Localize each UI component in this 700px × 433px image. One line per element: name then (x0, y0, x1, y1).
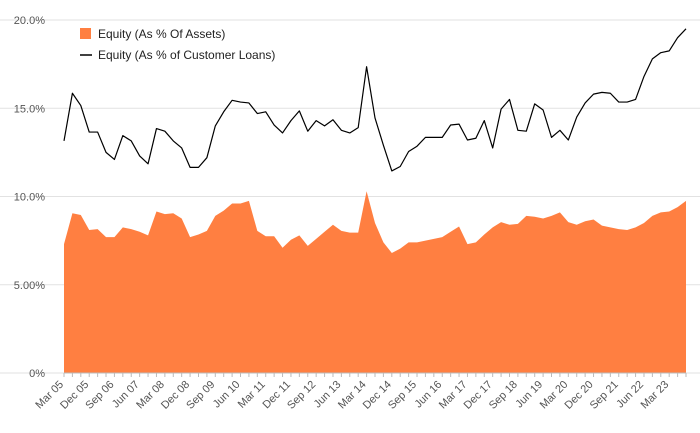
y-tick-label-4: 20.0% (14, 15, 45, 27)
x-tick-label-24: Mar 23 (639, 379, 672, 412)
y-tick-label-2: 10.0% (14, 192, 45, 204)
legend-item-equity-assets[interactable]: Equity (As % Of Assets) (80, 27, 225, 41)
legend-swatch-equity-assets (80, 28, 91, 39)
legend-label-equity-assets: Equity (As % Of Assets) (98, 27, 225, 41)
y-tick-label-0: 0% (29, 368, 45, 380)
series-area-equity-assets (64, 191, 686, 373)
legend: Equity (As % Of Assets) Equity (As % of … (80, 27, 275, 62)
series-line-equity-loans (63, 28, 687, 172)
x-tick-label-10: Sep 12 (285, 379, 318, 412)
area-layer (64, 191, 686, 373)
x-tick-label-2: Sep 06 (83, 379, 116, 412)
x-tick-label-18: Sep 18 (487, 379, 520, 412)
x-tick-label-6: Sep 09 (184, 379, 217, 412)
line-layer (63, 28, 687, 172)
x-tick-label-22: Sep 21 (588, 379, 621, 412)
y-tick-label-3: 15.0% (14, 103, 45, 115)
y-axis: 0% 5.00% 10.0% 15.0% 20.0% (14, 15, 45, 380)
legend-item-equity-loans[interactable]: Equity (As % of Customer Loans) (80, 48, 275, 62)
y-tick-label-1: 5.00% (14, 280, 45, 292)
x-tick-label-14: Sep 15 (386, 379, 419, 412)
legend-label-equity-loans: Equity (As % of Customer Loans) (98, 48, 275, 62)
